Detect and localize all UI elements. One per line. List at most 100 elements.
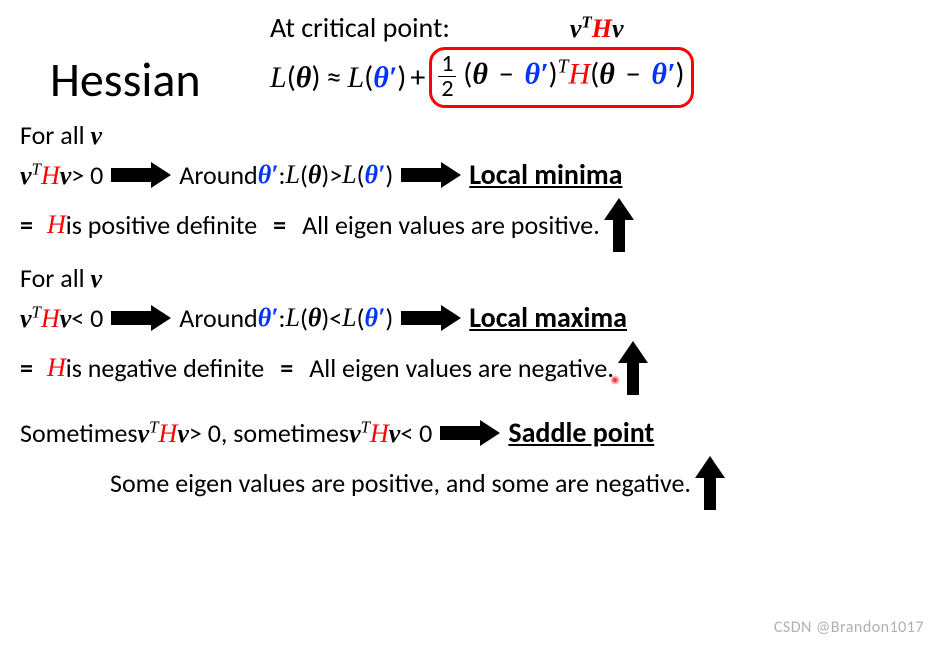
arrow-up-icon: [697, 456, 723, 510]
th2: θ: [472, 58, 488, 91]
half: 1 2: [438, 52, 456, 101]
rp1: ): [311, 59, 320, 96]
rp2: ): [397, 59, 406, 96]
forall-row2: For all v: [20, 262, 922, 294]
taylor-row: L(θ) ≈ L(θ′) + 1 2 (θ − θ′)TH(θ − θ′): [270, 47, 922, 108]
local-maxima-label: Local maxima: [469, 300, 627, 335]
thpa2: θ′: [365, 160, 386, 190]
H1: H: [592, 14, 612, 43]
arrow-right-icon: [401, 308, 461, 328]
lp1: (: [287, 59, 296, 96]
v3b: v: [177, 419, 189, 448]
lt3: < 0: [400, 417, 432, 449]
at-critical-row: At critical point: vTHv: [270, 10, 922, 45]
eq2a: =: [20, 352, 33, 384]
minus1: −: [499, 56, 514, 93]
lpb1: (: [300, 302, 308, 334]
v3c: v: [349, 419, 361, 448]
section-saddle: Sometimes vTHv > 0 , sometimes vTHv < 0 …: [20, 415, 922, 510]
v2b: v: [60, 304, 72, 333]
local-minima-label: Local minima: [469, 157, 622, 192]
H2a: H: [41, 304, 60, 333]
Hdef1: H: [47, 210, 66, 240]
title-block: Hessian: [20, 10, 270, 109]
v2a: v: [20, 304, 32, 333]
eigen3: Some eigen values are positive, and some…: [110, 467, 691, 499]
saddle-label: Saddle point: [508, 415, 654, 450]
eigen1: All eigen values are positive.: [302, 209, 600, 241]
vthv-top: vTHv: [570, 12, 624, 44]
thp-a1: θ′: [258, 160, 279, 190]
sometimes2: , sometimes: [221, 417, 349, 449]
T3b: T: [361, 417, 370, 436]
rpa2: ): [385, 159, 393, 191]
th1: θ: [296, 61, 312, 95]
rpb1: ): [321, 302, 329, 334]
gt3: > 0: [189, 417, 221, 449]
v3d: v: [389, 419, 401, 448]
L-right: L: [347, 61, 364, 95]
ineq2: < 0: [71, 302, 103, 334]
th3: θ: [599, 58, 615, 91]
minima-row1: vTHv > 0 Around θ′: L(θ) > L(θ′) Local m…: [20, 157, 922, 192]
vthv3a: vTHv: [138, 417, 189, 449]
vthv1: vTHv: [20, 159, 71, 191]
lpa1: (: [300, 159, 308, 191]
rp4: ): [675, 56, 684, 93]
thp-b1: θ′: [258, 303, 279, 333]
lp4: (: [590, 56, 599, 93]
thpb2: θ′: [365, 303, 386, 333]
H1a: H: [41, 161, 60, 190]
header-area: Hessian At critical point: vTHv L(θ) ≈ L…: [20, 10, 922, 109]
top-equations: At critical point: vTHv L(θ) ≈ L(θ′) + 1…: [270, 10, 922, 108]
rpa1: ): [321, 159, 329, 191]
around1: Around: [179, 159, 257, 191]
lpb2: (: [357, 302, 365, 334]
plus: +: [410, 59, 425, 96]
rel1: >: [329, 159, 342, 191]
arrow-right-icon: [111, 165, 171, 185]
minima-row2: = H is positive definite = All eigen val…: [20, 198, 922, 252]
laser-dot-icon: [610, 375, 620, 385]
around2: Around: [179, 302, 257, 334]
arrow-right-icon: [401, 165, 461, 185]
thp3: θ′: [651, 58, 675, 91]
page-title: Hessian: [50, 50, 270, 109]
arrow-right-icon: [111, 308, 171, 328]
rel2: <: [329, 302, 342, 334]
ineq1: > 0: [71, 159, 103, 191]
Hdef2: H: [47, 353, 66, 383]
H3a: H: [159, 419, 178, 448]
vthv2: vTHv: [20, 302, 71, 334]
v2: v: [612, 14, 624, 43]
thp1: θ′: [373, 61, 397, 95]
v-forall1: v: [91, 121, 103, 150]
minus2: −: [626, 56, 641, 93]
maxima-row2: = H is negative definite = All eigen val…: [20, 341, 922, 395]
forall2: For all: [20, 262, 91, 294]
Lb2: L: [342, 303, 356, 333]
T3a: T: [149, 417, 158, 436]
eq2b: =: [280, 352, 293, 384]
T2a: T: [32, 302, 41, 321]
H3b: H: [370, 419, 389, 448]
v-forall2: v: [91, 264, 103, 293]
La2: L: [342, 160, 356, 190]
negdef: is negative definite: [66, 352, 265, 384]
T1: T: [581, 12, 591, 31]
lp2: (: [364, 59, 373, 96]
v1a: v: [20, 161, 32, 190]
T2: T: [558, 57, 569, 78]
arrow-right-icon: [440, 423, 500, 443]
Lb1: L: [285, 303, 299, 333]
v1b: v: [60, 161, 72, 190]
v3a: v: [138, 419, 150, 448]
sometimes1: Sometimes: [20, 417, 138, 449]
eq1b: =: [273, 209, 286, 241]
maxima-row1: vTHv < 0 Around θ′: L(θ) < L(θ′) Local m…: [20, 300, 922, 335]
rp3: ): [549, 56, 558, 93]
La1: L: [285, 160, 299, 190]
L-left: L: [270, 61, 287, 95]
forall1: For all: [20, 119, 91, 151]
eq1a: =: [20, 209, 33, 241]
